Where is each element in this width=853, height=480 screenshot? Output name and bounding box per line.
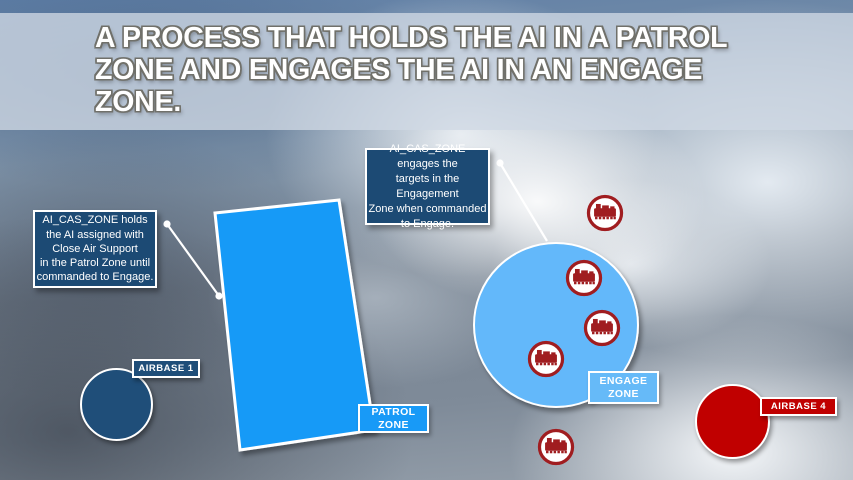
patrol-zone-shape xyxy=(213,198,376,452)
patrol-callout-box: AI_CAS_ZONE holds the AI assigned with C… xyxy=(33,210,157,288)
armored-vehicle-icon xyxy=(527,340,565,378)
engage-callout-line xyxy=(499,162,548,242)
armored-vehicle-icon xyxy=(583,309,621,347)
patrol-zone-label: PATROL ZONE xyxy=(358,404,429,433)
armored-vehicle-icon xyxy=(537,428,575,466)
slide-title: A PROCESS THAT HOLDS THE AI IN A PATROL … xyxy=(95,22,728,118)
airbase-4-label: AIRBASE 4 xyxy=(760,397,837,416)
engage-zone-label: ENGAGE ZONE xyxy=(588,371,659,404)
engage-callout-box: AI_CAS_ZONE engages the targets in the E… xyxy=(365,143,490,230)
airbase-1-label: AIRBASE 1 xyxy=(132,359,200,378)
airbase-1-shape xyxy=(80,368,153,441)
patrol-callout-dot-end xyxy=(215,292,223,300)
title-band xyxy=(0,13,853,130)
airbase-4-shape xyxy=(695,384,770,459)
armored-vehicle-icon xyxy=(565,259,603,297)
engage-callout-dot xyxy=(496,159,504,167)
patrol-callout-line xyxy=(166,223,220,297)
armored-vehicle-icon xyxy=(586,194,624,232)
patrol-callout-dot-start xyxy=(163,220,171,228)
